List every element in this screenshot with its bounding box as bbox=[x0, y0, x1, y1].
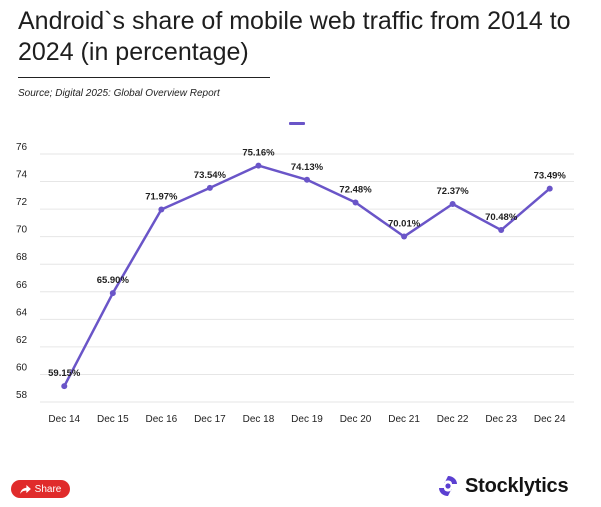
line-chart: 58 60 62 64 66 68 70 72 74 76 Dec 14 Dec 15 Dec 16 De… bbox=[16, 142, 574, 425]
data-label: 73.49% bbox=[534, 171, 567, 182]
data-label: 71.97% bbox=[145, 192, 178, 203]
data-point bbox=[546, 185, 553, 192]
title-divider bbox=[18, 77, 270, 78]
data-point bbox=[498, 227, 505, 234]
y-tick-label: 60 bbox=[16, 362, 28, 373]
data-point bbox=[109, 290, 116, 297]
x-tick-label: Dec 19 bbox=[291, 414, 323, 425]
data-point bbox=[352, 199, 359, 206]
y-tick-label: 70 bbox=[16, 225, 28, 236]
data-label: 75.16% bbox=[242, 148, 275, 159]
x-tick-label: Dec 24 bbox=[534, 414, 566, 425]
data-point bbox=[304, 176, 310, 183]
x-tick-label: Dec 16 bbox=[146, 414, 178, 425]
data-label: 72.48% bbox=[339, 184, 372, 195]
data-label: 59.15% bbox=[48, 368, 81, 379]
x-tick-label: Dec 22 bbox=[437, 414, 469, 425]
data-point bbox=[158, 206, 165, 213]
data-label: 73.54% bbox=[194, 170, 227, 181]
data-label: 74.13% bbox=[291, 162, 324, 173]
x-tick-label: Dec 15 bbox=[97, 414, 129, 425]
data-label: 65.90% bbox=[97, 275, 130, 286]
x-tick-label: Dec 23 bbox=[485, 414, 517, 425]
data-point bbox=[255, 162, 262, 169]
x-tick-label: Dec 18 bbox=[243, 414, 275, 425]
data-point bbox=[61, 383, 68, 390]
x-tick-label: Dec 17 bbox=[194, 414, 226, 425]
brand-name: Stocklytics bbox=[465, 474, 569, 497]
y-tick-label: 64 bbox=[16, 307, 28, 318]
share-arrow-icon bbox=[19, 484, 31, 494]
y-tick-label: 68 bbox=[16, 252, 28, 263]
y-tick-label: 58 bbox=[16, 390, 28, 401]
series-line bbox=[63, 164, 551, 387]
brand: Stocklytics bbox=[436, 474, 569, 498]
y-tick-label: 74 bbox=[16, 170, 28, 181]
data-label: 70.01% bbox=[388, 219, 421, 230]
chart-title: Android`s share of mobile web traffic fr… bbox=[18, 7, 571, 66]
stocklytics-logo-icon bbox=[439, 476, 457, 496]
x-tick-label: Dec 20 bbox=[340, 414, 372, 425]
share-label: Share bbox=[34, 483, 62, 495]
data-point bbox=[449, 201, 456, 208]
source-note: Source; Digital 2025: Global Overview Re… bbox=[18, 88, 220, 99]
data-label: 72.37% bbox=[437, 186, 470, 197]
y-tick-label: 72 bbox=[16, 197, 28, 208]
legend-swatch bbox=[289, 122, 305, 125]
y-tick-label: 66 bbox=[16, 280, 28, 291]
y-tick-label: 62 bbox=[16, 335, 28, 346]
share-button[interactable]: Share bbox=[11, 480, 70, 498]
data-label: 70.48% bbox=[485, 212, 518, 223]
x-tick-label: Dec 21 bbox=[388, 414, 420, 425]
x-tick-label: Dec 14 bbox=[48, 414, 80, 425]
y-tick-label: 76 bbox=[16, 142, 28, 153]
data-point bbox=[206, 184, 213, 191]
data-point bbox=[401, 233, 408, 240]
